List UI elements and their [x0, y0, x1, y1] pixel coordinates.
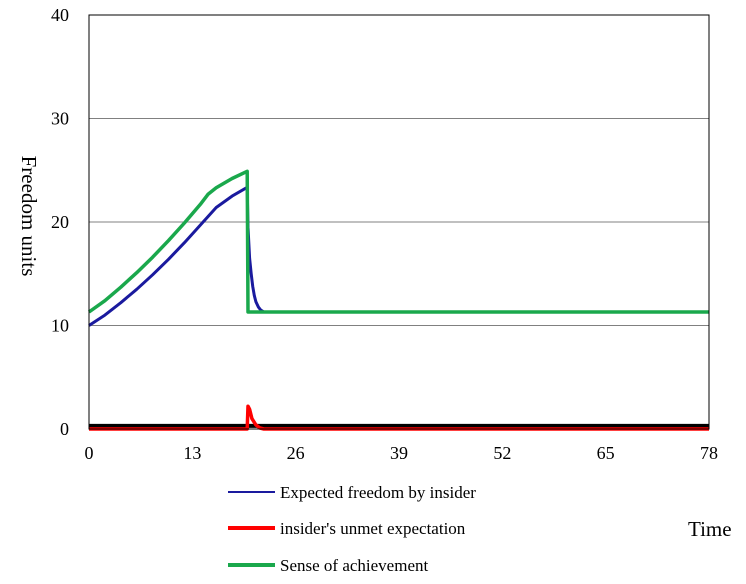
- x-tick-label: 26: [287, 443, 305, 463]
- y-tick-labels: 0 10 20 30 40: [51, 5, 69, 439]
- series-line-0: [88, 186, 709, 327]
- x-tick-label: 0: [85, 443, 94, 463]
- legend-label: Sense of achievement: [280, 556, 428, 575]
- series-lines: [87, 169, 709, 431]
- legend: Expected freedom by insider insider's unm…: [228, 483, 476, 575]
- x-tick-label: 39: [390, 443, 408, 463]
- y-axis-title: Freedom units: [17, 156, 41, 277]
- plot-area-border: [88, 14, 710, 430]
- gridlines: [89, 118, 709, 326]
- x-tick-label: 52: [493, 443, 511, 463]
- y-tick-label: 10: [51, 316, 69, 336]
- x-tick-label: 78: [700, 443, 718, 463]
- y-tick-label: 0: [60, 419, 69, 439]
- x-tick-label: 65: [597, 443, 615, 463]
- series-line-2: [87, 169, 709, 314]
- legend-label: Expected freedom by insider: [280, 483, 476, 502]
- x-axis-title: Time: [688, 517, 732, 541]
- y-tick-label: 40: [51, 5, 69, 25]
- x-tick-labels: 0 13 26 39 52 65 78: [85, 443, 719, 463]
- x-tick-label: 13: [183, 443, 201, 463]
- y-tick-label: 30: [51, 109, 69, 129]
- legend-label: insider's unmet expectation: [280, 519, 466, 538]
- y-tick-label: 20: [51, 212, 69, 232]
